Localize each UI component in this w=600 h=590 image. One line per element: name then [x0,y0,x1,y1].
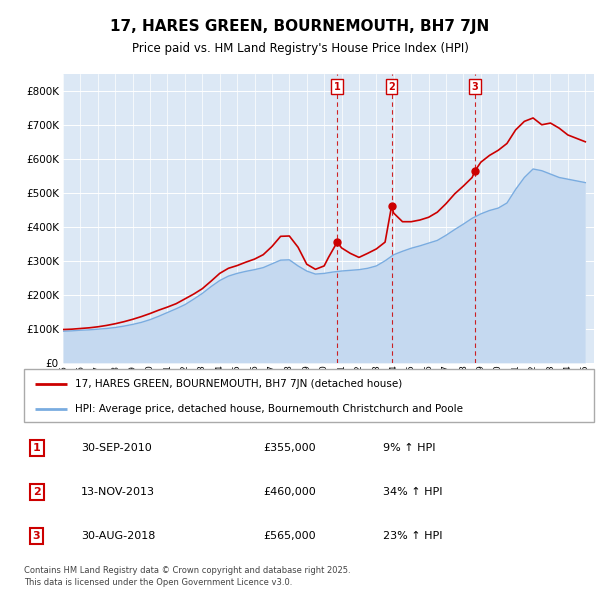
Text: 3: 3 [33,530,40,540]
Text: £460,000: £460,000 [263,487,316,497]
Text: Contains HM Land Registry data © Crown copyright and database right 2025.: Contains HM Land Registry data © Crown c… [24,566,350,575]
Text: 2: 2 [388,82,395,92]
Text: Price paid vs. HM Land Registry's House Price Index (HPI): Price paid vs. HM Land Registry's House … [131,42,469,55]
Text: £355,000: £355,000 [263,443,316,453]
Text: 17, HARES GREEN, BOURNEMOUTH, BH7 7JN (detached house): 17, HARES GREEN, BOURNEMOUTH, BH7 7JN (d… [76,379,403,389]
Text: 34% ↑ HPI: 34% ↑ HPI [383,487,443,497]
Text: 30-AUG-2018: 30-AUG-2018 [81,530,155,540]
Text: 2: 2 [32,487,40,497]
Text: This data is licensed under the Open Government Licence v3.0.: This data is licensed under the Open Gov… [24,578,292,588]
Text: 23% ↑ HPI: 23% ↑ HPI [383,530,443,540]
Text: 30-SEP-2010: 30-SEP-2010 [81,443,152,453]
Text: HPI: Average price, detached house, Bournemouth Christchurch and Poole: HPI: Average price, detached house, Bour… [76,404,463,414]
Text: £565,000: £565,000 [263,530,316,540]
Text: 17, HARES GREEN, BOURNEMOUTH, BH7 7JN: 17, HARES GREEN, BOURNEMOUTH, BH7 7JN [110,19,490,34]
Text: 9% ↑ HPI: 9% ↑ HPI [383,443,436,453]
Text: 1: 1 [334,82,341,92]
Text: 13-NOV-2013: 13-NOV-2013 [81,487,155,497]
FancyBboxPatch shape [24,369,594,422]
Text: 1: 1 [32,443,40,453]
Text: 3: 3 [472,82,478,92]
